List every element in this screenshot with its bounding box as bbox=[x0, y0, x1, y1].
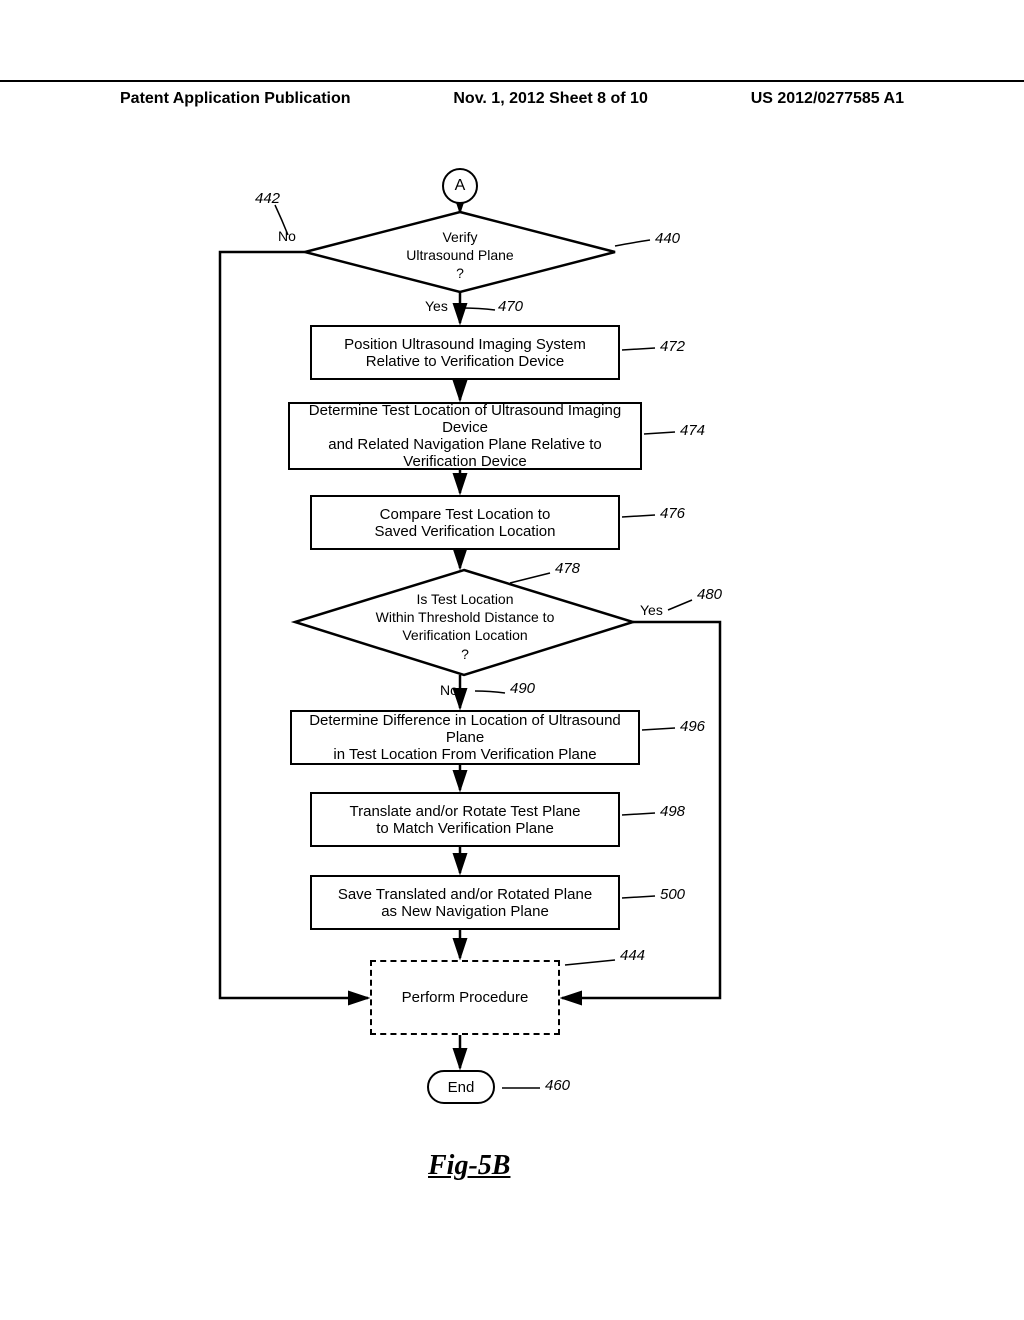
ref-474: 474 bbox=[680, 422, 705, 439]
edge-label-yes-480: Yes bbox=[640, 602, 663, 618]
ref-496: 496 bbox=[680, 718, 705, 735]
ref-480: 480 bbox=[697, 586, 722, 603]
ref-460: 460 bbox=[545, 1077, 570, 1094]
process-496: Determine Difference in Location of Ultr… bbox=[290, 710, 640, 765]
process-444: Perform Procedure bbox=[370, 960, 560, 1035]
header-left: Patent Application Publication bbox=[120, 90, 351, 108]
decision-478-text: Is Test Location Within Threshold Distan… bbox=[360, 590, 570, 663]
ref-498: 498 bbox=[660, 803, 685, 820]
edge-label-no-442: No bbox=[278, 228, 296, 244]
figure-label: Fig-5B bbox=[428, 1150, 510, 1182]
ref-478: 478 bbox=[555, 560, 580, 577]
terminator-end: End bbox=[427, 1070, 495, 1104]
edge-label-no-490: No bbox=[440, 682, 458, 698]
ref-490: 490 bbox=[510, 680, 535, 697]
edge-label-yes-470: Yes bbox=[425, 298, 448, 314]
process-498: Translate and/or Rotate Test Plane to Ma… bbox=[310, 792, 620, 847]
header-center: Nov. 1, 2012 Sheet 8 of 10 bbox=[453, 90, 647, 108]
ref-500: 500 bbox=[660, 886, 685, 903]
ref-472: 472 bbox=[660, 338, 685, 355]
ref-444: 444 bbox=[620, 947, 645, 964]
process-474: Determine Test Location of Ultrasound Im… bbox=[288, 402, 642, 470]
process-476: Compare Test Location to Saved Verificat… bbox=[310, 495, 620, 550]
flowchart-diagram: A Verify Ultrasound Plane ? No 442 440 Y… bbox=[0, 150, 1024, 1250]
process-500: Save Translated and/or Rotated Plane as … bbox=[310, 875, 620, 930]
page-header: Patent Application Publication Nov. 1, 2… bbox=[0, 80, 1024, 108]
ref-476: 476 bbox=[660, 505, 685, 522]
flowchart-connectors bbox=[0, 150, 1024, 1250]
decision-440-text: Verify Ultrasound Plane ? bbox=[390, 228, 530, 283]
ref-442: 442 bbox=[255, 190, 280, 207]
ref-470: 470 bbox=[498, 298, 523, 315]
ref-440: 440 bbox=[655, 230, 680, 247]
process-472: Position Ultrasound Imaging System Relat… bbox=[310, 325, 620, 380]
connector-a-label: A bbox=[455, 177, 466, 195]
header-right: US 2012/0277585 A1 bbox=[751, 90, 904, 108]
header-text-row: Patent Application Publication Nov. 1, 2… bbox=[0, 90, 1024, 108]
connector-a: A bbox=[442, 168, 478, 204]
